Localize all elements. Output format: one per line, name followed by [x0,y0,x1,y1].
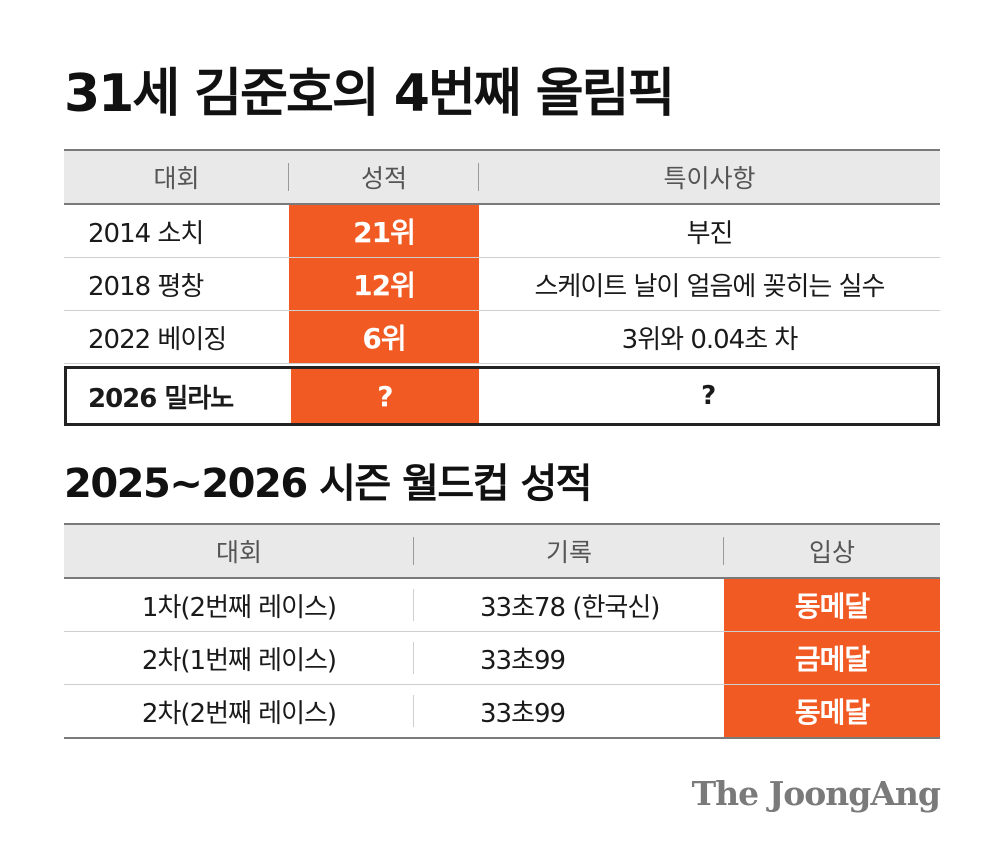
result-cell: ? [290,369,480,423]
table-header: 대회 성적 특이사항 [64,149,940,205]
table-row: 2018 평창 12위 스케이트 날이 얼음에 꽂히는 실수 [64,258,940,311]
result-cell: 6위 [289,311,479,363]
record-cell: 33초99 [480,698,566,729]
record-cell: 33초78 (한국신) [480,592,660,623]
event-cell: 2018 평창 [88,271,204,302]
event-cell: 2026 밀라노 [88,383,234,414]
brand-logo: The JoongAng [691,774,941,813]
result-cell: 12위 [289,258,479,310]
medal-cell: 동메달 [724,685,940,737]
event-cell: 2차(1번째 레이스) [64,632,414,684]
table-row: 1차(2번째 레이스) 33초78 (한국신) 동메달 [64,579,940,632]
table-row: 2022 베이징 6위 3위와 0.04초 차 [64,311,940,364]
section-title: 2025~2026 시즌 월드컵 성적 [64,461,593,507]
header-result: 성적 [289,151,479,203]
header-event: 대회 [64,525,414,577]
result-cell: 21위 [289,205,479,257]
medal-cell: 동메달 [724,579,940,631]
note-cell: 부진 [686,218,734,249]
note-cell: 3위와 0.04초 차 [621,324,799,355]
table-row: 2차(1번째 레이스) 33초99 금메달 [64,632,940,685]
highlighted-row: 2026 밀라노 ? ? [64,366,940,426]
header-note: 특이사항 [663,164,756,193]
record-cell: 33초99 [480,645,566,676]
header-event: 대회 [64,151,289,203]
event-cell: 2차(2번째 레이스) [64,685,414,737]
event-cell: 2014 소치 [88,218,204,249]
table-row: 2차(2번째 레이스) 33초99 동메달 [64,685,940,739]
table-row: 2014 소치 21위 부진 [64,205,940,258]
header-medal: 입상 [808,538,855,567]
table-header: 대회 기록 입상 [64,523,940,579]
note-cell: ? [701,381,716,411]
header-record: 기록 [414,525,724,577]
event-cell: 1차(2번째 레이스) [64,579,414,631]
note-cell: 스케이트 날이 얼음에 꽂히는 실수 [534,271,886,302]
event-cell: 2022 베이징 [88,324,227,355]
worldcup-results-table: 대회 기록 입상 1차(2번째 레이스) 33초78 (한국신) 동메달 2차(… [64,523,940,739]
olympic-results-table: 대회 성적 특이사항 2014 소치 21위 부진 2018 평창 12위 스케… [64,149,940,426]
medal-cell: 금메달 [724,632,940,684]
page-title: 31세 김준호의 4번째 올림픽 [64,64,675,124]
